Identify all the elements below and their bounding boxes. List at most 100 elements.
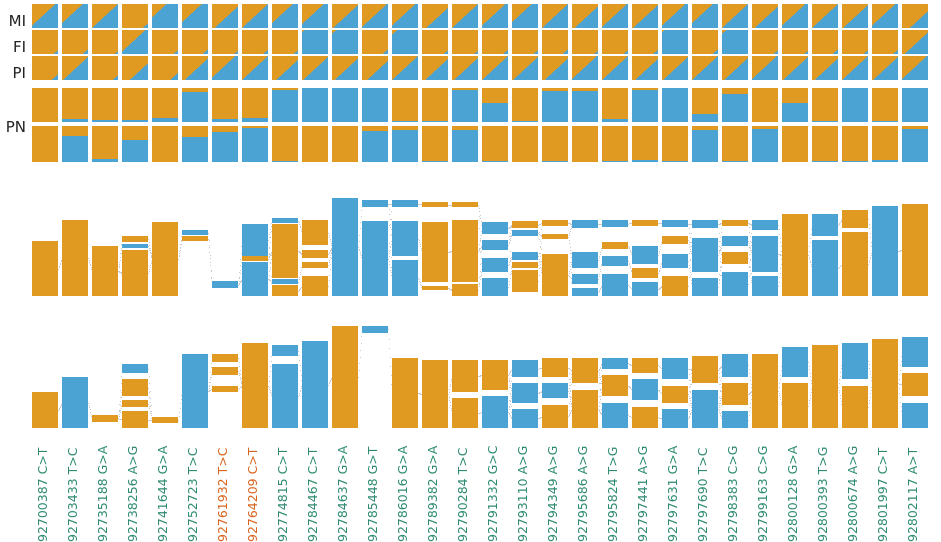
stacked-cell-pn-bottom-24 bbox=[752, 126, 778, 162]
haplotype-connector bbox=[658, 271, 660, 273]
haplotype-connector bbox=[750, 250, 751, 252]
haplotype-block-16-3 bbox=[512, 262, 538, 268]
x-tick-17[interactable]: 92794349 A>G bbox=[545, 445, 560, 542]
haplotype-connector bbox=[598, 292, 599, 293]
haplotype-block-20-1 bbox=[632, 246, 658, 264]
haplotype-connector bbox=[869, 396, 871, 398]
haplotype-connector bbox=[301, 379, 302, 381]
haplotype-connector bbox=[659, 417, 661, 419]
haplotype-connector bbox=[719, 273, 720, 275]
x-tick-3[interactable]: 92738256 A>G bbox=[125, 445, 140, 542]
x-tick-5[interactable]: 92752723 T>C bbox=[185, 447, 200, 542]
cell-alt-triangle bbox=[602, 30, 628, 54]
haplotype-connector bbox=[120, 407, 122, 409]
haplotype-connector bbox=[240, 379, 241, 381]
x-tick-21[interactable]: 92797631 G>A bbox=[665, 445, 680, 542]
diagonal-cell-pi-18 bbox=[572, 56, 598, 80]
haplotype-connector bbox=[720, 416, 722, 418]
cell-alt-triangle bbox=[212, 30, 238, 54]
haplotype-connector bbox=[598, 224, 599, 225]
haplotype-connector bbox=[629, 249, 631, 251]
haplotype-connector bbox=[238, 280, 240, 282]
x-tick-0[interactable]: 92700387 C>T bbox=[35, 447, 50, 542]
x-tick-25[interactable]: 92800128 G>A bbox=[785, 445, 800, 542]
haplotype-connector bbox=[869, 258, 871, 260]
x-tick-15[interactable]: 92791332 G>C bbox=[485, 445, 500, 542]
haplotype-block-23-3 bbox=[722, 272, 748, 296]
x-tick-14[interactable]: 92790284 T>C bbox=[455, 447, 470, 542]
haplotype-connector bbox=[298, 251, 299, 252]
haplotype-connector bbox=[568, 239, 570, 241]
x-tick-29[interactable]: 92802117 A>T bbox=[905, 447, 920, 542]
haplotype-block-10-0 bbox=[332, 198, 358, 296]
cell-alt-fill bbox=[362, 88, 388, 122]
x-tick-9[interactable]: 92784467 C>T bbox=[305, 447, 320, 542]
diagonal-cell-pi-12 bbox=[392, 56, 418, 80]
x-tick-1[interactable]: 92703433 T>C bbox=[65, 447, 80, 542]
x-tick-19[interactable]: 92795824 T>G bbox=[605, 446, 620, 542]
haplotype-connector bbox=[300, 253, 302, 255]
x-tick-13[interactable]: 92789382 G>A bbox=[425, 445, 440, 542]
x-tick-4[interactable]: 92741644 G>A bbox=[155, 445, 170, 542]
haplotype-connector bbox=[150, 419, 151, 421]
diagonal-cell-fi-2 bbox=[92, 30, 118, 54]
haplotype-connector bbox=[811, 229, 812, 231]
x-tick-27[interactable]: 92800674 A>G bbox=[845, 445, 860, 542]
haplotype-connector bbox=[210, 379, 211, 381]
haplotype-connector bbox=[719, 383, 720, 385]
haplotype-connector bbox=[178, 259, 179, 260]
haplotype-connector bbox=[661, 286, 662, 288]
haplotype-connector bbox=[778, 390, 779, 392]
haplotype-connector bbox=[689, 404, 690, 406]
x-tick-11[interactable]: 92785448 G>T bbox=[365, 446, 380, 542]
haplotype-connector bbox=[748, 284, 749, 285]
cell-alt-fill bbox=[752, 128, 778, 162]
haplotype-block-9-0 bbox=[302, 341, 328, 428]
x-tick-8[interactable]: 92774815 C>T bbox=[275, 447, 290, 542]
cell-alt-fill bbox=[722, 160, 748, 162]
haplotype-connector bbox=[660, 266, 661, 268]
haplotype-connector bbox=[871, 386, 872, 388]
haplotype-connector bbox=[510, 226, 511, 227]
x-tick-28[interactable]: 92801997 C>T bbox=[875, 447, 890, 542]
cell-alt-triangle bbox=[722, 30, 748, 54]
x-tick-18[interactable]: 92795686 A>G bbox=[575, 445, 590, 542]
haplotype-block-24-0 bbox=[752, 353, 778, 428]
haplotype-block-27-0 bbox=[842, 210, 868, 228]
haplotype-connector bbox=[601, 364, 602, 366]
haplotype-connector bbox=[691, 369, 692, 371]
x-tick-16[interactable]: 92793110 A>G bbox=[515, 445, 530, 542]
x-tick-12[interactable]: 92786016 G>A bbox=[395, 445, 410, 542]
haplotype-connector bbox=[538, 274, 540, 276]
haplotype-connector bbox=[538, 224, 539, 226]
cell-alt-triangle bbox=[332, 4, 358, 28]
x-tick-10[interactable]: 92784637 G>A bbox=[335, 445, 350, 542]
haplotype-connector bbox=[571, 373, 572, 375]
x-tick-23[interactable]: 92798383 C>G bbox=[725, 445, 740, 542]
x-tick-24[interactable]: 92799163 C>G bbox=[755, 445, 770, 542]
x-tick-26[interactable]: 92800393 T>G bbox=[815, 446, 830, 542]
haplotype-connector bbox=[691, 406, 692, 408]
haplotype-connector bbox=[389, 235, 391, 237]
haplotype-connector bbox=[540, 249, 542, 251]
haplotype-connector bbox=[388, 208, 390, 210]
x-tick-6[interactable]: 92761932 T>C bbox=[215, 447, 230, 542]
x-tick-22[interactable]: 92797690 T>C bbox=[695, 447, 710, 542]
haplotype-connector bbox=[120, 248, 122, 250]
haplotype-connector bbox=[810, 379, 812, 381]
haplotype-connector bbox=[540, 235, 541, 236]
haplotype-connector bbox=[269, 267, 271, 268]
x-tick-2[interactable]: 92735188 G>A bbox=[95, 445, 110, 542]
haplotype-connector bbox=[660, 223, 661, 225]
haplotype-connector bbox=[360, 349, 361, 351]
haplotype-connector bbox=[538, 368, 539, 370]
cell-alt-triangle bbox=[542, 4, 568, 28]
x-tick-7[interactable]: 92764209 C>T bbox=[245, 447, 260, 542]
haplotype-connector bbox=[241, 262, 242, 264]
haplotype-connector bbox=[690, 376, 692, 378]
haplotype-connector bbox=[509, 414, 511, 416]
haplotype-connector bbox=[451, 204, 452, 206]
haplotype-connector bbox=[840, 372, 841, 374]
x-tick-20[interactable]: 92797441 A>G bbox=[635, 445, 650, 542]
haplotype-connector bbox=[510, 265, 512, 267]
